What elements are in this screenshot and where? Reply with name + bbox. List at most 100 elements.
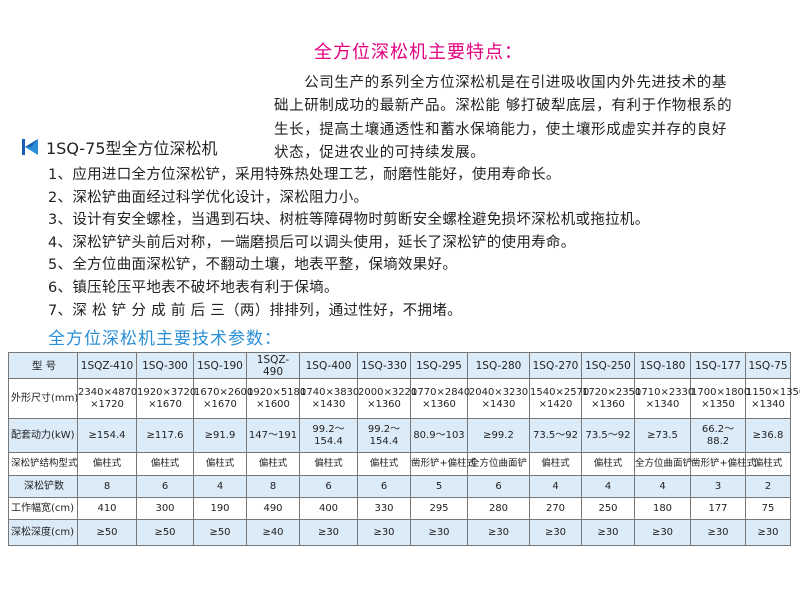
brand-k-icon — [22, 139, 38, 155]
table-cell: 80.9～103 — [410, 418, 468, 453]
model-header-cell: 1SQ-177 — [690, 352, 746, 379]
feature-item: 1、应用进口全方位深松铲，采用特殊热处理工艺，耐磨性能好，使用寿命长。 — [48, 167, 561, 183]
table-cell: 73.5～92 — [529, 418, 582, 453]
table-header-row: 型 号 1SQZ-410 1SQ-300 1SQ-190 1SQZ-490 1SQ-400… — [8, 352, 791, 379]
specs-table: 型 号 1SQZ-410 1SQ-300 1SQ-190 1SQZ-490 1SQ-400… — [8, 352, 800, 546]
table-cell: ≥36.8 — [745, 418, 791, 453]
intro-line: 生长，提高土壤通透性和蓄水保墒能力，使土壤形成虚实并存的良好 — [274, 121, 727, 138]
row-label: 外形尺寸(mm) — [8, 378, 78, 419]
table-cell: 全方位曲面铲 — [634, 452, 692, 476]
model-header-cell: 1SQ-250 — [581, 352, 635, 379]
table-cell: 180 — [634, 497, 691, 520]
table-cell: ≥30 — [581, 519, 635, 546]
table-cell: ≥99.2 — [467, 418, 530, 453]
table-cell: 偏柱式 — [136, 452, 194, 476]
table-cell: 6 — [357, 475, 411, 498]
table-cell: 偏柱式 — [357, 452, 411, 476]
feature-item: 7、深 松 铲 分 成 前 后 三（两）排排列，通过性好，不拥堵。 — [48, 302, 462, 319]
row-label: 深松铲结构型式 — [8, 452, 78, 476]
table-cell: ≥30 — [410, 519, 468, 546]
table-cell: 4 — [529, 475, 582, 498]
table-cell: 2000×3220 ×1360 — [357, 378, 417, 419]
table-cell: 1670×2600 ×1670 — [193, 378, 253, 419]
table-cell: ≥30 — [634, 519, 691, 546]
table-cell: 4 — [193, 475, 247, 498]
table-row: 深松深度(cm) ≥50 ≥50 ≥50 ≥40 ≥30 ≥30 ≥30 ≥30 ≥30 ≥30 ≥3… — [8, 519, 791, 546]
table-cell: 73.5～92 — [581, 418, 635, 453]
table-cell: 偏柱式 — [193, 452, 247, 476]
table-cell: 8 — [246, 475, 300, 498]
table-cell: ≥91.9 — [193, 418, 247, 453]
row-label: 型 号 — [8, 352, 78, 379]
table-cell: 1150×1350 ×1340 — [745, 378, 800, 419]
table-cell: 偏柱式 — [77, 452, 137, 476]
table-cell: 1740×3830 ×1430 — [299, 378, 359, 419]
table-cell: 3 — [690, 475, 746, 498]
table-cell: ≥50 — [77, 519, 137, 546]
table-cell: 270 — [529, 497, 582, 520]
table-cell: 295 — [410, 497, 468, 520]
features-title: 全方位深松机主要特点： — [314, 42, 523, 63]
table-cell: 8 — [77, 475, 137, 498]
table-cell: 66.2～88.2 — [690, 418, 746, 453]
table-cell: 1540×2570 ×1420 — [529, 378, 589, 419]
table-cell: 99.2～154.4 — [299, 418, 358, 453]
table-cell: ≥30 — [357, 519, 411, 546]
table-cell: 凿形铲+偏柱式 — [690, 452, 756, 476]
intro-line: 础上研制成功的最新产品。深松能 够打破犁底层，有利于作物根系的 — [274, 98, 733, 115]
table-cell: 1920×5180 ×1600 — [246, 378, 306, 419]
model-header-cell: 1SQ-190 — [193, 352, 247, 379]
model-heading-text: 1SQ-75型全方位深松机 — [46, 139, 218, 158]
table-cell: 1710×2330 ×1340 — [634, 378, 694, 419]
feature-item: 3、设计有安全螺栓，当遇到石块、树桩等障碍物时剪断安全螺栓避免损坏深松机或拖拉机… — [48, 212, 650, 229]
table-cell: ≥50 — [193, 519, 247, 546]
feature-item: 4、深松铲铲头前后对称，一端磨损后可以调头使用，延长了深松铲的使用寿命。 — [48, 234, 576, 251]
table-cell: 2040×3230 ×1430 — [467, 378, 530, 419]
table-cell: 1700×1800 ×1350 — [690, 378, 750, 419]
table-cell: 1920×3720 ×1670 — [136, 378, 196, 419]
row-label: 工作幅宽(cm) — [8, 497, 78, 520]
table-cell: 1770×2840 ×1360 — [410, 378, 470, 419]
table-cell: ≥30 — [299, 519, 358, 546]
table-cell: 177 — [690, 497, 746, 520]
table-cell: ≥30 — [690, 519, 746, 546]
table-cell: 4 — [581, 475, 635, 498]
table-cell: 偏柱式 — [246, 452, 300, 476]
table-cell: 147～191 — [246, 418, 300, 453]
table-cell: 偏柱式 — [745, 452, 791, 476]
model-header-cell: 1SQ-270 — [529, 352, 582, 379]
table-cell: 330 — [357, 497, 411, 520]
table-cell: ≥154.4 — [77, 418, 137, 453]
table-cell: 6 — [136, 475, 194, 498]
table-row: 配套动力(kW) ≥154.4 ≥117.6 ≥91.9 147～191 99.2～154… — [8, 418, 791, 453]
model-header-cell: 1SQZ-490 — [246, 352, 300, 379]
table-cell: 2340×4870 ×1720 — [77, 378, 137, 419]
table-cell: 99.2～154.4 — [357, 418, 411, 453]
table-cell: ≥30 — [745, 519, 791, 546]
model-header-cell: 1SQ-280 — [467, 352, 530, 379]
table-cell: ≥50 — [136, 519, 194, 546]
table-row: 外形尺寸(mm) 2340×4870 ×1720 1920×3720 ×1670 1670… — [8, 378, 800, 419]
table-cell: 偏柱式 — [581, 452, 635, 476]
table-cell: 400 — [299, 497, 358, 520]
table-cell: 全方位曲面铲 — [467, 452, 530, 476]
intro-line: 公司生产的系列全方位深松机是在引进吸收国内外先进技术的基 — [274, 75, 727, 91]
table-cell: 6 — [299, 475, 358, 498]
model-header-cell: 1SQ-295 — [410, 352, 468, 379]
table-cell: 偏柱式 — [299, 452, 358, 476]
table-row: 深松铲结构型式 偏柱式 偏柱式 偏柱式 偏柱式 偏柱式 偏柱式 凿形铲+偏柱式 全方位曲面铲 偏柱… — [8, 452, 791, 476]
table-cell: 凿形铲+偏柱式 — [410, 452, 476, 476]
feature-item: 5、全方位曲面深松铲，不翻动土壤，地表平整，保墒效果好。 — [48, 257, 458, 274]
table-row: 工作幅宽(cm) 410 300 190 490 400 330 295 280 270 250 18… — [8, 497, 791, 520]
table-cell: 250 — [581, 497, 635, 520]
table-cell: 190 — [193, 497, 247, 520]
intro-line: 状态，促进农业的可持续发展。 — [274, 144, 486, 161]
table-cell: 490 — [246, 497, 300, 520]
table-cell: 410 — [77, 497, 137, 520]
intro-paragraph: 公司生产的系列全方位深松机是在引进吸收国内外先进技术的基 础上研制成功的最新产品… — [274, 72, 794, 165]
table-cell: 75 — [745, 497, 791, 520]
model-header-cell: 1SQ-75 — [745, 352, 791, 379]
model-header-cell: 1SQ-300 — [136, 352, 194, 379]
table-cell: ≥117.6 — [136, 418, 194, 453]
model-heading: 1SQ-75型全方位深松机 — [22, 135, 218, 159]
